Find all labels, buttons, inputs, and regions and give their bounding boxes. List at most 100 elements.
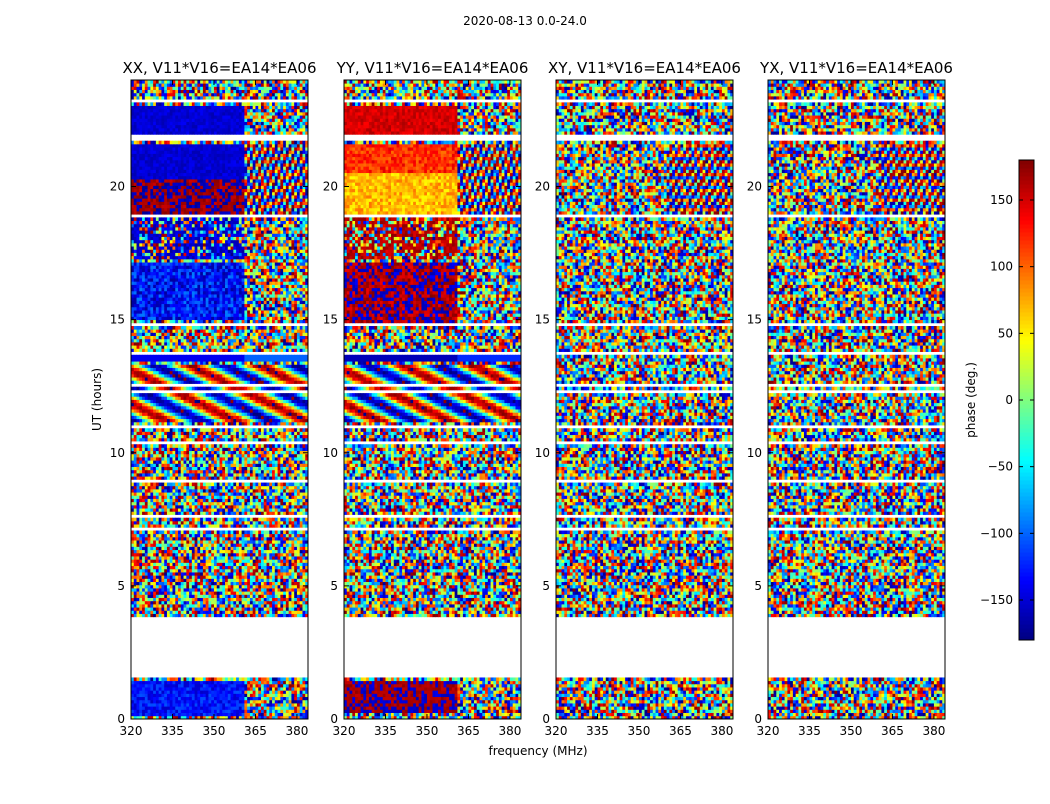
heatmap-cell: [150, 591, 154, 595]
heatmap-cell: [283, 524, 287, 528]
heatmap-cell: [166, 415, 171, 420]
heatmap-cell: [299, 504, 303, 509]
heatmap-cell: [238, 597, 243, 602]
heatmap-cell: [183, 444, 187, 448]
heatmap-cell: [189, 498, 193, 503]
heatmap-cell: [175, 492, 179, 496]
heatmap-cell: [166, 549, 171, 554]
heatmap-cell: [236, 421, 240, 426]
heatmap-cell: [216, 453, 220, 458]
heatmap-cell: [296, 399, 301, 404]
heatmap-cell: [283, 536, 287, 541]
heatmap-cell: [302, 581, 306, 586]
heatmap-cell: [161, 677, 165, 682]
heatmap-cell: [302, 591, 306, 595]
heatmap-cell: [139, 498, 143, 503]
heatmap-cell: [238, 607, 243, 611]
heatmap-cell: [285, 405, 290, 410]
heatmap-cell: [260, 405, 265, 410]
heatmap-cell: [175, 476, 179, 480]
heatmap-cell: [252, 568, 256, 573]
heatmap-cell: [249, 421, 254, 426]
heatmap-cell: [164, 517, 168, 522]
heatmap-cell: [227, 488, 231, 493]
heatmap-cell: [288, 597, 292, 602]
heatmap-cell: [197, 552, 201, 557]
heatmap-cell: [178, 431, 182, 436]
heatmap-cell: [238, 603, 243, 608]
heatmap-cell: [213, 415, 218, 420]
heatmap-cell: [144, 524, 148, 528]
heatmap-cell: [144, 501, 148, 506]
heatmap-cell: [194, 520, 198, 525]
heatmap-cell: [216, 603, 220, 608]
heatmap-cell: [252, 709, 256, 713]
heatmap-cell: [285, 533, 290, 538]
heatmap-cell: [216, 457, 220, 461]
heatmap-cell: [302, 572, 306, 576]
heatmap-cell: [247, 584, 251, 589]
heatmap-cell: [205, 690, 209, 694]
heatmap-cell: [225, 498, 229, 503]
heatmap-cell: [277, 546, 281, 551]
heatmap-cell: [241, 597, 245, 602]
heatmap-cell: [216, 508, 220, 512]
heatmap-cell: [166, 399, 171, 404]
heatmap-cell: [233, 712, 237, 717]
heatmap-cell: [230, 482, 234, 487]
heatmap-cell: [153, 482, 157, 487]
heatmap-cell: [236, 610, 240, 614]
heatmap-cell: [194, 575, 198, 579]
heatmap-cell: [142, 405, 146, 410]
heatmap-cell: [255, 600, 259, 605]
heatmap-cell: [216, 709, 220, 713]
heatmap-cell: [225, 437, 229, 442]
heatmap-cell: [241, 610, 245, 614]
heatmap-cell: [225, 591, 229, 595]
heatmap-cell: [252, 540, 256, 544]
heatmap-cell: [269, 552, 273, 557]
heatmap-cell: [216, 568, 220, 573]
heatmap-cell: [230, 687, 234, 691]
heatmap-cell: [263, 495, 267, 499]
heatmap-cell: [180, 405, 184, 410]
heatmap-cell: [249, 597, 254, 602]
heatmap-cell: [189, 575, 193, 579]
heatmap-cell: [244, 687, 248, 691]
heatmap-cell: [305, 572, 309, 576]
heatmap-cell: [263, 603, 267, 608]
heatmap-cell: [208, 680, 212, 685]
heatmap-cell: [263, 683, 267, 688]
heatmap-cell: [178, 581, 182, 586]
heatmap-cell: [233, 434, 237, 439]
heatmap-cell: [191, 572, 196, 576]
heatmap-cell: [277, 524, 281, 528]
heatmap-cell: [241, 520, 245, 525]
heatmap-cell: [299, 597, 303, 602]
heatmap-cell: [222, 431, 226, 436]
heatmap-cell: [266, 488, 270, 493]
heatmap-cell: [280, 517, 284, 522]
heatmap-cell: [222, 584, 226, 589]
heatmap-cell: [161, 450, 165, 455]
heatmap-cell: [142, 693, 146, 698]
heatmap-cell: [166, 508, 171, 512]
heatmap-cell: [263, 399, 267, 404]
heatmap-cell: [266, 556, 270, 560]
heatmap-cell: [189, 412, 193, 416]
heatmap-cell: [294, 501, 298, 506]
heatmap-cell: [186, 703, 190, 707]
heatmap-cell: [274, 549, 278, 554]
heatmap-cell: [225, 552, 229, 557]
heatmap-cell: [191, 693, 196, 698]
heatmap-cell: [299, 715, 303, 720]
heatmap-cell: [213, 584, 218, 589]
heatmap-cell: [305, 520, 309, 525]
heatmap-cell: [227, 591, 231, 595]
heatmap-cell: [166, 683, 171, 688]
heatmap-cell: [227, 469, 231, 474]
heatmap-cell: [280, 482, 284, 487]
heatmap-cell: [274, 603, 278, 608]
heatmap-cell: [144, 572, 148, 576]
heatmap-cell: [247, 476, 251, 480]
